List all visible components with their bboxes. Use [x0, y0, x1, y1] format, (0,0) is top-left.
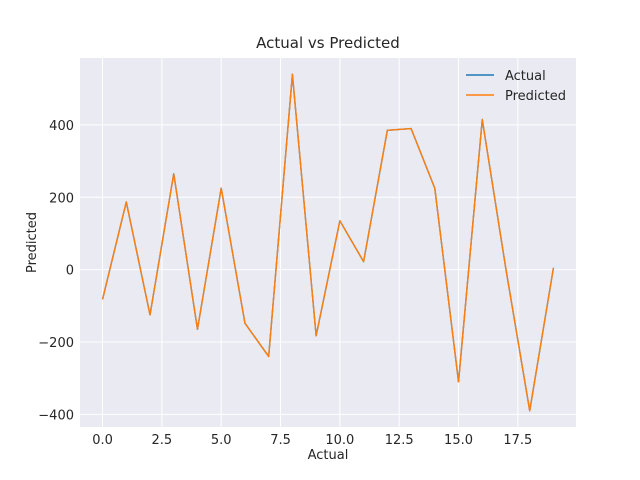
legend-label-actual: Actual	[505, 69, 546, 84]
series-layer	[101, 73, 555, 412]
y-tick-label: 400	[49, 119, 74, 134]
x-tick-label: 17.5	[503, 433, 532, 448]
x-tick-label: 10.0	[325, 433, 354, 448]
y-axis-label: Predicted	[25, 212, 40, 273]
chart-title: Actual vs Predicted	[256, 34, 400, 52]
x-tick-label: 2.5	[152, 433, 173, 448]
legend-label-predicted: Predicted	[505, 89, 566, 104]
x-tick-label: 15.0	[444, 433, 473, 448]
y-tick-label: −400	[38, 408, 74, 423]
legend: Actual Predicted	[466, 69, 566, 104]
grid-lines	[80, 58, 576, 427]
series-line-predicted	[101, 73, 555, 412]
y-axis-ticks: −400 −200 0 200 400	[38, 119, 74, 423]
x-tick-label: 0.0	[92, 433, 113, 448]
y-tick-label: 200	[49, 191, 74, 206]
y-tick-label: 0	[66, 264, 74, 279]
y-tick-label: −200	[38, 336, 74, 351]
x-tick-label: 5.0	[211, 433, 232, 448]
x-tick-label: 12.5	[385, 433, 414, 448]
x-axis-ticks: 0.0 2.5 5.0 7.5 10.0 12.5 15.0 17.5	[92, 433, 532, 448]
x-tick-label: 7.5	[270, 433, 291, 448]
x-axis-label: Actual	[308, 448, 349, 463]
